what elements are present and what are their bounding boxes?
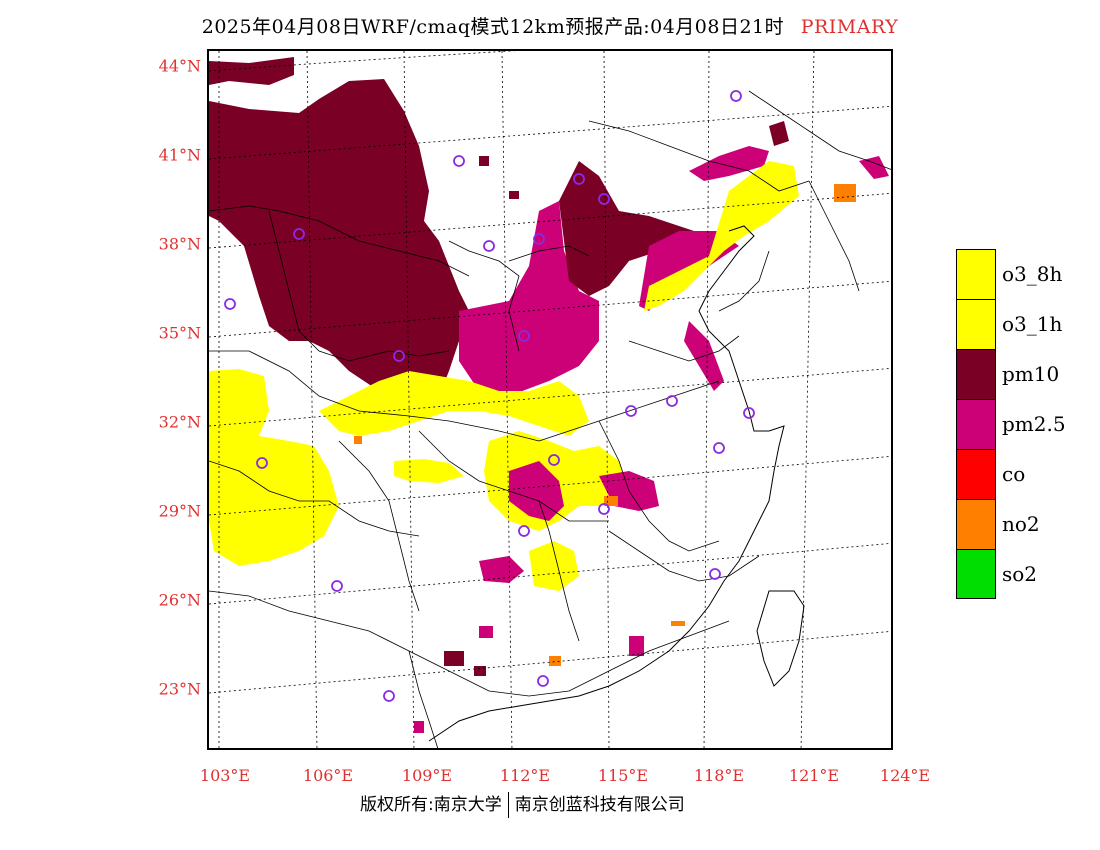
footer-company: 南京创蓝科技有限公司: [514, 795, 685, 815]
lat-label-35n: 35°N: [158, 323, 201, 343]
title-main: 2025年04月08日WRF/cmaq模式12km预报产品:04月08日21时: [201, 16, 785, 38]
legend-swatch: [956, 249, 996, 299]
lon-label-118e: 118°E: [693, 766, 745, 785]
pm10-spot: [444, 651, 464, 666]
legend-item-o3-8h: o3_8h: [956, 249, 1066, 299]
lat-label-41n: 41°N: [158, 145, 201, 165]
station-marker: [537, 675, 549, 687]
legend-item-o3-1h: o3_1h: [956, 299, 1066, 349]
graticule: [209, 51, 891, 748]
lat-label-23n: 23°N: [158, 679, 201, 699]
legend-item-no2: no2: [956, 499, 1066, 549]
lat-label-32n: 32°N: [158, 412, 201, 432]
o3-region-south: [529, 541, 579, 591]
coastline: [428, 225, 805, 742]
legend-label: o3_8h: [1002, 262, 1063, 286]
no2-spot-2: [604, 496, 618, 506]
map-title: 2025年04月08日WRF/cmaq模式12km预报产品:04月08日21时 …: [0, 12, 1100, 39]
legend-item-pm25: pm2.5: [956, 399, 1066, 449]
province-boundaries: [209, 90, 891, 748]
legend-swatch: [956, 299, 996, 349]
legend-swatch: [956, 449, 996, 499]
station-marker: [533, 233, 545, 245]
no2-spot-1: [834, 184, 856, 202]
footer-copyright: 版权所有:南京大学: [360, 795, 502, 815]
pm10-spot: [479, 156, 489, 166]
pm10-region-north: [559, 161, 729, 296]
station-marker: [743, 407, 755, 419]
legend-label: no2: [1002, 512, 1040, 536]
station-marker: [625, 405, 637, 417]
station-marker: [548, 454, 560, 466]
lat-label-29n: 29°N: [158, 501, 201, 521]
legend-label: pm10: [1002, 362, 1060, 386]
pm10-region-top: [209, 57, 294, 85]
pm25-region-central: [459, 201, 599, 396]
no2-spot-3: [549, 656, 561, 666]
o3-region-chongqing: [394, 459, 464, 483]
pm25-spot: [629, 636, 644, 656]
pm10-spot: [474, 666, 486, 676]
station-marker: [224, 298, 236, 310]
pm25-spot: [479, 626, 493, 638]
pm25-region-far-ne: [859, 156, 889, 179]
legend: o3_8h o3_1h pm10 pm2.5 co no2 so2: [956, 249, 1066, 599]
station-marker: [331, 580, 343, 592]
no2-spot-5: [354, 436, 362, 444]
o3-region-sichuan: [209, 369, 339, 566]
pm25-region-northeast2: [689, 146, 769, 181]
station-marker: [730, 90, 742, 102]
pm10-region-northwest: [209, 79, 469, 403]
station-marker: [713, 442, 725, 454]
no2-spot-4: [671, 621, 685, 626]
lon-label-115e: 115°E: [597, 766, 649, 785]
station-marker: [666, 395, 678, 407]
lat-label-44n: 44°N: [158, 56, 201, 76]
legend-label: so2: [1002, 562, 1038, 586]
legend-swatch: [956, 549, 996, 599]
legend-swatch: [956, 349, 996, 399]
legend-item-co: co: [956, 449, 1066, 499]
station-marker: [518, 330, 530, 342]
legend-label: co: [1002, 462, 1026, 486]
pm25-region-jiangxi: [509, 461, 564, 521]
station-marker: [598, 503, 610, 515]
pollution-map: [207, 49, 893, 750]
station-marker: [573, 173, 585, 185]
legend-swatch: [956, 399, 996, 449]
lon-label-106e: 106°E: [302, 766, 354, 785]
o3-region-bohai: [644, 161, 799, 311]
pm10-region-far-ne: [769, 121, 789, 146]
station-marker: [453, 155, 465, 167]
station-marker: [293, 228, 305, 240]
lon-label-121e: 121°E: [788, 766, 840, 785]
station-marker: [256, 457, 268, 469]
legend-item-pm10: pm10: [956, 349, 1066, 399]
station-marker: [393, 350, 405, 362]
pm10-spot: [509, 191, 519, 199]
legend-label: o3_1h: [1002, 312, 1063, 336]
station-marker: [709, 568, 721, 580]
station-marker: [383, 690, 395, 702]
station-marker: [598, 193, 610, 205]
legend-swatch: [956, 499, 996, 549]
copyright-footer: 版权所有:南京大学 南京创蓝科技有限公司: [360, 790, 685, 818]
footer-divider: [507, 792, 509, 818]
lon-label-124e: 124°E: [879, 766, 931, 785]
lat-label-26n: 26°N: [158, 590, 201, 610]
o3-region-central-band: [319, 371, 589, 436]
pm25-spot: [414, 721, 424, 733]
lon-label-103e: 103°E: [199, 766, 251, 785]
station-marker: [483, 240, 495, 252]
lat-label-38n: 38°N: [158, 234, 201, 254]
legend-label: pm2.5: [1002, 412, 1066, 436]
station-markers: [224, 90, 755, 702]
legend-item-so2: so2: [956, 549, 1066, 599]
lon-label-112e: 112°E: [499, 766, 551, 785]
lon-label-109e: 109°E: [401, 766, 453, 785]
title-tag: PRIMARY: [800, 16, 899, 38]
pm25-region-guangxi: [479, 556, 524, 583]
station-marker: [518, 525, 530, 537]
